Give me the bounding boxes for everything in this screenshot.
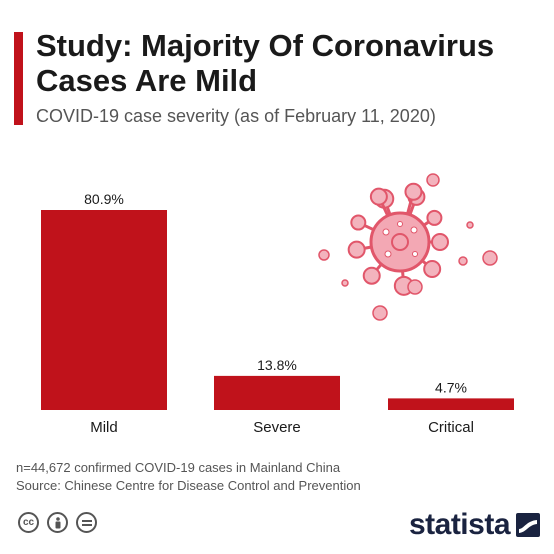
bars-group [41,210,514,410]
sample-note: n=44,672 confirmed COVID-19 cases in Mai… [16,460,341,475]
virus-spike-tip [423,259,442,278]
license-icons: cc [18,512,97,533]
virus-particle [407,279,423,295]
chart-subtitle: COVID-19 case severity (as of February 1… [36,106,436,126]
virus-spike-tip [347,240,366,259]
category-labels-group: Mild Severe Critical [90,419,474,436]
value-labels-group: 80.9% 13.8% 4.7% [84,191,467,395]
category-label-severe: Severe [253,419,301,436]
virus-dot [382,228,390,236]
category-label-mild: Mild [90,419,118,436]
virus-center [391,233,409,251]
attribution-icon[interactable] [47,512,68,533]
source-note: Source: Chinese Centre for Disease Contr… [16,478,361,493]
virus-particle [458,256,468,266]
bar-severe [214,375,340,410]
virus-spike-tip [404,182,423,201]
chart-title: Study: Majority Of Coronavirus Cases Are… [36,28,495,98]
virus-particle [318,249,330,261]
virus-illustration [318,173,498,321]
virus-particle [482,250,498,266]
virus-dot [412,251,418,257]
virus-dot [410,226,418,234]
virus-dot [384,250,392,258]
statista-logo[interactable]: statista [409,508,540,542]
virus-spike-tip [362,266,381,285]
virus-particle [466,221,474,229]
value-label-severe: 13.8% [257,357,297,373]
category-label-critical: Critical [428,419,474,436]
value-label-mild: 80.9% [84,191,124,207]
virus-dot [397,221,403,227]
statista-logo-icon [516,513,540,537]
value-label-critical: 4.7% [435,379,467,395]
virus-spike-tip [369,187,388,206]
virus-particle [372,305,388,321]
virus-spike-tip [350,214,367,231]
brand-name: statista [408,508,511,541]
virus-particle [426,173,440,187]
virus-particle [341,279,349,287]
bar-chart: 80.9% 13.8% 4.7% Mild Severe Critical [41,173,514,436]
bar-critical [388,398,514,410]
bar-mild [41,210,167,410]
no-derivatives-icon[interactable] [76,512,97,533]
cc-icon[interactable]: cc [18,512,39,533]
accent-bar [14,32,23,125]
virus-spike-tip [431,233,449,251]
virus-spike-tip [426,209,443,226]
